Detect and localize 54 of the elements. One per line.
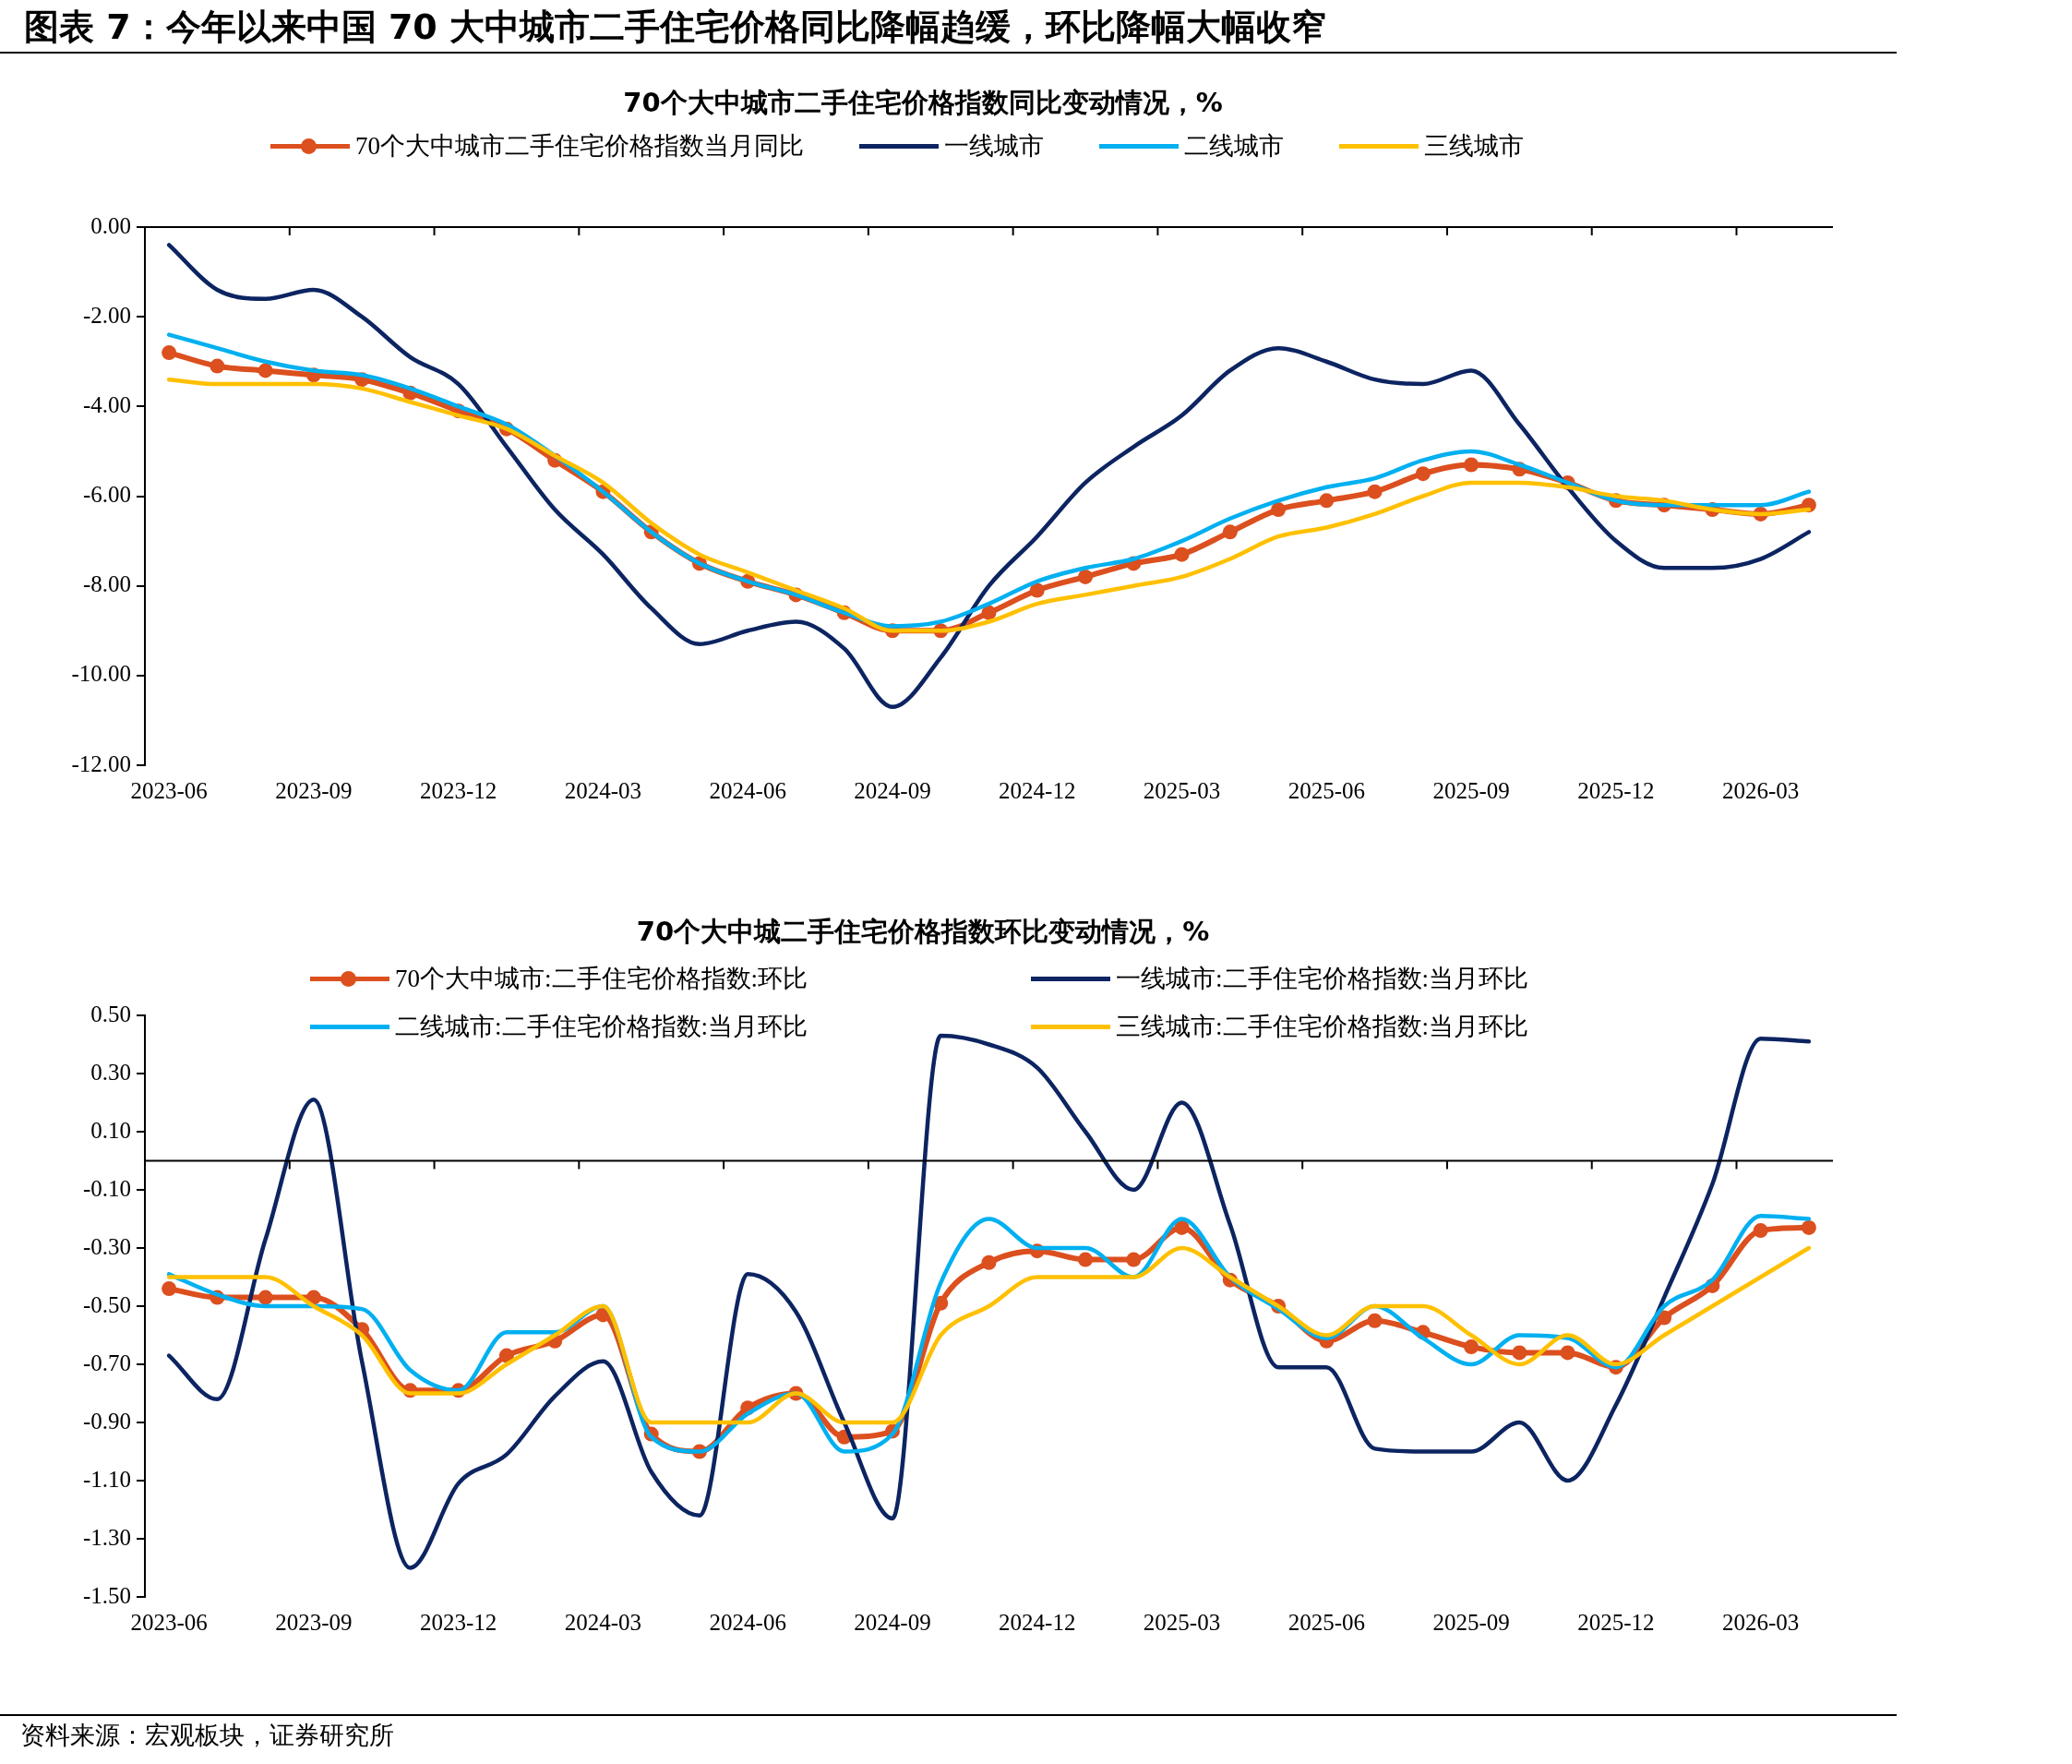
x-tick-label: 2024-03 — [564, 777, 642, 803]
x-tick-label: 2025-03 — [1143, 777, 1221, 803]
x-tick-label: 2023-06 — [130, 777, 208, 803]
text: 资料来源：宏观板块，证券研究所 — [20, 1720, 394, 1751]
x-tick-label: 2023-12 — [420, 777, 497, 803]
y-tick-label: -1.10 — [82, 1466, 131, 1492]
x-tick-label: 2024-09 — [854, 777, 931, 803]
y-tick-label: 0.10 — [90, 1117, 131, 1143]
y-tick-label: -6.00 — [82, 482, 131, 508]
x-tick-label: 2025-03 — [1143, 1609, 1221, 1635]
y-tick-label: -8.00 — [82, 571, 131, 597]
legend-label: 三线城市 — [1424, 131, 1524, 162]
legend-label: 三线城市:二手住宅价格指数:当月环比 — [1116, 1012, 1529, 1042]
x-tick-label: 2024-12 — [999, 777, 1076, 803]
y-tick-label: 0.50 — [90, 1001, 131, 1026]
legend-label: 二线城市 — [1184, 131, 1284, 162]
x-tick-label: 2024-12 — [999, 1609, 1076, 1635]
legend-label: 二线城市:二手住宅价格指数:当月环比 — [395, 1012, 808, 1042]
x-tick-label: 2025-12 — [1577, 777, 1655, 803]
y-tick-label: -10.00 — [71, 661, 131, 687]
legend-label: 70个大中城市二手住宅价格指数当月同比 — [355, 131, 804, 162]
legend-label: 一线城市:二手住宅价格指数:当月环比 — [1116, 964, 1529, 994]
chart-title: 70个大中城二手住宅价格指数环比变动情况，% — [635, 915, 1211, 949]
y-tick-label: -0.70 — [82, 1350, 131, 1375]
y-tick-label: -1.30 — [82, 1524, 131, 1550]
x-tick-label: 2023-09 — [275, 1609, 353, 1635]
y-tick-label: -1.50 — [82, 1582, 131, 1608]
y-tick-label: -2.00 — [82, 302, 131, 328]
x-tick-label: 2023-06 — [130, 1609, 208, 1635]
chart-title: 70个大中城市二手住宅价格指数同比变动情况，% — [622, 86, 1224, 120]
y-tick-label: 0.30 — [90, 1059, 131, 1085]
x-tick-label: 2025-09 — [1432, 777, 1510, 803]
x-tick-label: 2025-06 — [1288, 777, 1365, 803]
x-tick-label: 2024-09 — [854, 1609, 931, 1635]
y-tick-label: -0.10 — [82, 1175, 131, 1201]
text: 图表 7：今年以来中国 70 大中城市二手住宅价格同比降幅趋缓，环比降幅大幅收窄 — [24, 6, 1327, 49]
x-tick-label: 2024-03 — [564, 1609, 642, 1635]
y-tick-label: -0.30 — [82, 1233, 131, 1259]
x-tick-label: 2025-06 — [1288, 1609, 1365, 1635]
x-tick-label: 2023-09 — [275, 777, 353, 803]
y-tick-label: -0.50 — [82, 1291, 131, 1317]
y-tick-label: -12.00 — [71, 750, 131, 776]
x-tick-label: 2025-09 — [1432, 1609, 1510, 1635]
y-tick-label: -4.00 — [82, 391, 131, 417]
legend-label: 一线城市 — [944, 131, 1044, 162]
legend-label: 70个大中城市:二手住宅价格指数:环比 — [395, 964, 808, 994]
x-tick-label: 2023-12 — [420, 1609, 497, 1635]
x-tick-label: 2025-12 — [1577, 1609, 1655, 1635]
x-tick-label: 2026-03 — [1721, 1609, 1800, 1635]
x-tick-label: 2024-06 — [709, 777, 786, 803]
x-tick-label: 2024-06 — [709, 1609, 786, 1635]
y-tick-label: 0.00 — [90, 212, 131, 238]
x-tick-label: 2026-03 — [1721, 777, 1800, 803]
y-tick-label: -0.90 — [82, 1408, 131, 1434]
